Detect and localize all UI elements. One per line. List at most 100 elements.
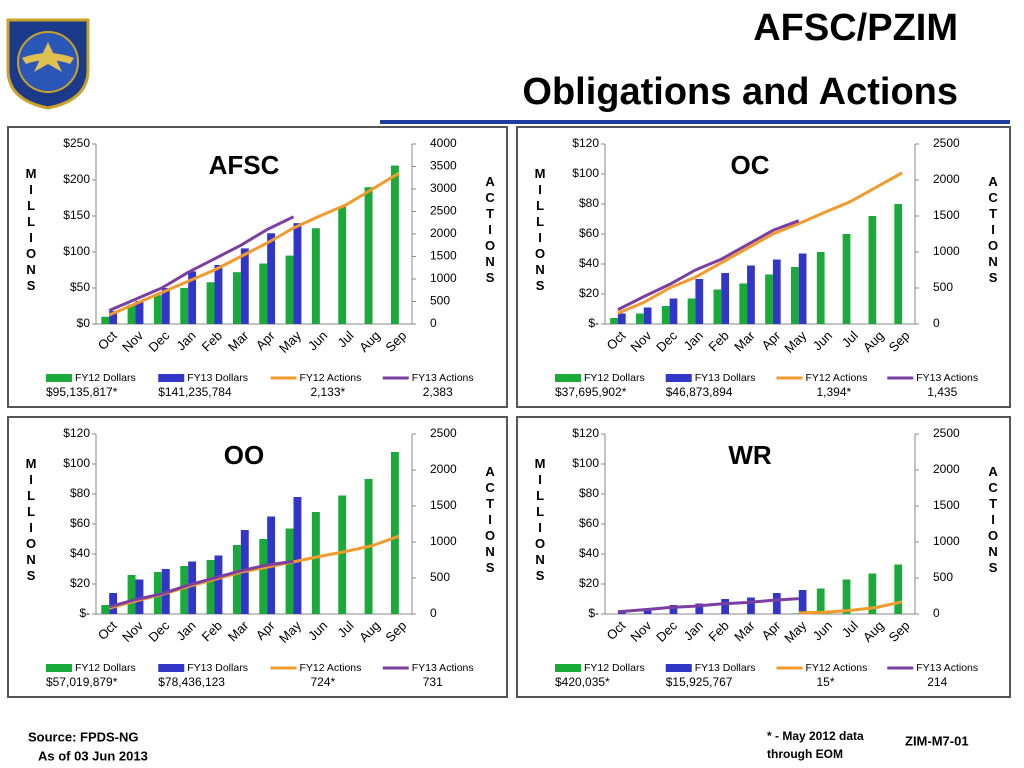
bar	[687, 298, 696, 324]
slide-subtitle: Obligations and Actions	[522, 71, 958, 113]
legend-swatch	[555, 664, 581, 672]
legend-label: FY13 Actions	[412, 662, 474, 674]
legend-label: FY13 Dollars	[695, 372, 756, 384]
y-tick-label: $50	[70, 280, 90, 294]
legend-label: FY12 Dollars	[584, 372, 645, 384]
bar	[390, 452, 399, 614]
bar	[180, 566, 189, 614]
total-label: 731	[423, 675, 443, 689]
bar	[153, 572, 162, 614]
y2-axis-label: ACTIONS	[986, 174, 1001, 286]
y-tick-label: $120	[572, 136, 599, 150]
bar	[816, 588, 825, 614]
bar	[894, 204, 903, 324]
y-tick-label: $40	[579, 546, 599, 560]
total-label: $46,873,894	[666, 385, 733, 399]
as-of: As of 03 Jun 2013	[38, 748, 148, 763]
total-label: 214	[927, 675, 947, 689]
y-tick-label: $40	[579, 256, 599, 270]
bar	[791, 613, 799, 614]
chart-title: WR	[728, 440, 772, 470]
bar	[772, 593, 781, 614]
slide-code: ZIM-M7-01	[905, 733, 969, 748]
chart-panel: $0 $50 $100 $150 $200 $250 0 500 1000 1500 2000 250…	[7, 126, 508, 408]
y-tick-label: $-	[588, 316, 599, 330]
bar	[188, 271, 197, 324]
panel-frame	[516, 416, 1011, 698]
bar	[206, 282, 215, 324]
y2-axis-label: ACTIONS	[483, 174, 498, 286]
legend-label: FY12 Dollars	[75, 662, 136, 674]
note: through EOM	[767, 747, 843, 761]
legend-swatch	[46, 664, 72, 672]
y-tick-label: $250	[63, 136, 90, 150]
bar	[267, 233, 276, 324]
y-axis-label: MILLIONS	[24, 166, 39, 294]
total-label: $15,925,767	[666, 675, 733, 689]
bar	[842, 234, 851, 324]
bar	[791, 267, 799, 324]
legend-swatch	[46, 374, 72, 382]
y2-tick-label: 1000	[430, 534, 457, 548]
bar	[214, 264, 223, 324]
chart-title: AFSC	[209, 150, 280, 180]
total-label: $420,035*	[555, 675, 610, 689]
y-tick-label: $120	[63, 426, 90, 440]
y2-tick-label: 2000	[933, 172, 960, 186]
y2-tick-label: 3000	[430, 181, 457, 195]
bar	[747, 597, 755, 614]
bar	[868, 573, 877, 614]
bar	[894, 564, 903, 614]
bar	[338, 206, 347, 324]
panel-frame	[516, 126, 1011, 408]
legend-label: FY12 Dollars	[584, 662, 645, 674]
chart-panel: $- $20 $40 $60 $80 $100 $120 0 500 1000 1500 2000 25…	[516, 126, 1011, 408]
bar	[135, 579, 144, 614]
legend-label: FY13 Dollars	[187, 662, 248, 674]
bar	[610, 318, 618, 324]
bar	[161, 288, 170, 324]
line	[108, 215, 295, 312]
y2-tick-label: 2500	[430, 204, 457, 218]
legend-swatch	[555, 374, 581, 382]
panel-frame	[7, 126, 508, 408]
bar	[669, 298, 678, 324]
y-axis-label: MILLIONS	[533, 456, 548, 584]
y2-axis-label: ACTIONS	[483, 464, 498, 576]
y-tick-label: $100	[63, 456, 90, 470]
bar	[643, 609, 652, 614]
bar	[747, 265, 755, 324]
total-label: $95,135,817*	[46, 385, 118, 399]
bar	[232, 545, 241, 614]
y-tick-label: $60	[70, 516, 90, 530]
y2-tick-label: 1000	[933, 534, 960, 548]
bar	[798, 590, 807, 614]
y2-tick-label: 500	[933, 280, 953, 294]
legend-label: FY13 Actions	[916, 662, 978, 674]
y2-tick-label: 1500	[933, 208, 960, 222]
bar	[390, 165, 399, 324]
total-label: $78,436,123	[158, 675, 225, 689]
logo	[6, 18, 90, 110]
y-tick-label: $40	[70, 546, 90, 560]
line	[617, 219, 800, 311]
y2-tick-label: 0	[933, 316, 940, 330]
total-label: $141,235,784	[158, 385, 232, 399]
panel-frame	[7, 416, 508, 698]
y2-tick-label: 500	[430, 570, 450, 584]
y-tick-label: $20	[579, 576, 599, 590]
source: Source: FPDS-NG	[28, 729, 139, 744]
bar	[311, 512, 320, 614]
y-tick-label: $60	[579, 226, 599, 240]
bar	[713, 289, 722, 324]
line	[108, 172, 400, 317]
total-label: $37,695,902*	[555, 385, 627, 399]
y-axis-label: MILLIONS	[24, 456, 39, 584]
y2-tick-label: 2000	[430, 226, 457, 240]
bar	[765, 274, 773, 324]
total-label: 2,383	[423, 385, 453, 399]
bar	[240, 248, 249, 324]
total-label: $57,019,879*	[46, 675, 118, 689]
legend-swatch	[158, 664, 185, 672]
line	[617, 597, 799, 614]
